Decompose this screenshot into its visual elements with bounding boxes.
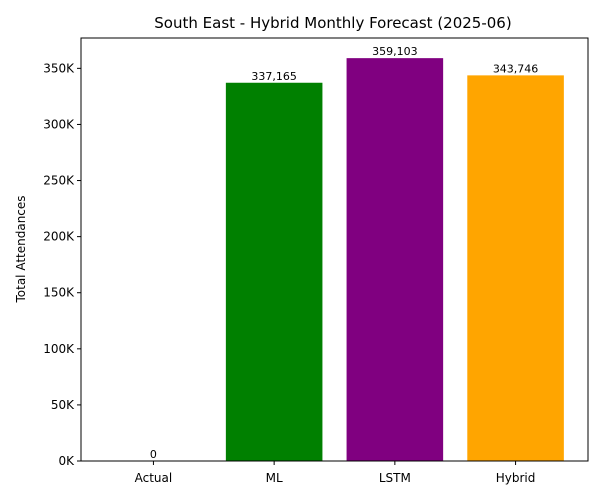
y-tick-label: 350K: [43, 61, 75, 75]
plot-area: 0 337,165 359,103 343,746: [150, 45, 564, 462]
x-tick-label-hybrid: Hybrid: [496, 471, 536, 485]
bar-ml: [225, 82, 323, 461]
y-tick-label: 250K: [43, 174, 75, 188]
y-tick-label: 200K: [43, 230, 75, 244]
bar-lstm: [346, 58, 444, 461]
y-axis-label: Total Attendances: [14, 195, 28, 303]
x-tick-label-lstm: LSTM: [379, 471, 411, 485]
value-label-lstm: 359,103: [372, 45, 418, 58]
axes-frame: [80, 37, 589, 462]
x-tick-label-ml: ML: [266, 471, 283, 485]
value-label-ml: 337,165: [251, 70, 297, 83]
y-tick-label: 50K: [51, 398, 75, 412]
y-tick-label: 0K: [58, 454, 75, 468]
x-axis: Actual ML LSTM Hybrid: [135, 461, 536, 485]
y-tick-label: 150K: [43, 286, 75, 300]
y-tick-label: 100K: [43, 342, 75, 356]
bar-hybrid: [467, 75, 564, 462]
x-tick-label-actual: Actual: [135, 471, 173, 485]
chart-title: South East - Hybrid Monthly Forecast (20…: [154, 14, 511, 32]
y-axis: 0K 50K 100K 150K 200K 250K 300K 350K: [43, 61, 81, 468]
y-tick-label: 300K: [43, 117, 75, 131]
value-label-actual: 0: [150, 448, 157, 461]
value-label-hybrid: 343,746: [493, 62, 539, 75]
